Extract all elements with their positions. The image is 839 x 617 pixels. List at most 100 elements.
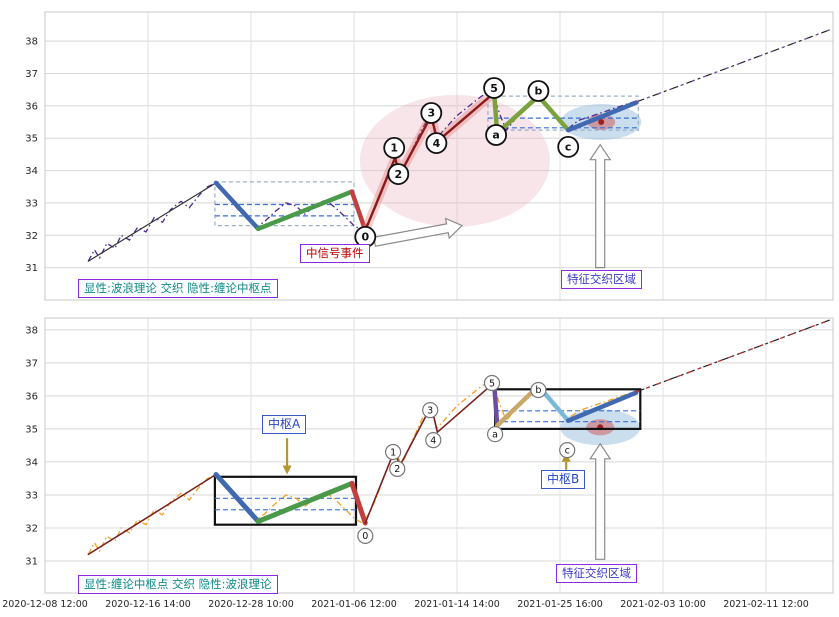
x-tick-label: 2021-02-11 12:00: [723, 599, 809, 610]
legend-bottom-text: 显性:缠论中枢点 交织 隐性:波浪理论: [84, 577, 272, 591]
y-tick-label: 31: [25, 557, 38, 568]
projection: [635, 29, 831, 103]
wave-marker-label: 5: [490, 82, 498, 95]
x-tick-label: 2020-12-16 14:00: [105, 599, 191, 610]
wave-marker-label: c: [565, 445, 570, 456]
wave-marker-label: a: [492, 129, 499, 142]
central-zone-box: [214, 181, 355, 227]
y-tick-label: 31: [25, 263, 38, 274]
y-tick-label: 38: [25, 325, 38, 336]
wave-marker-circle: [483, 77, 506, 99]
projection: [635, 319, 831, 393]
wave-marker-circle: [389, 460, 406, 477]
wave-marker-label: c: [565, 141, 572, 154]
wave-marker-circle: [385, 443, 402, 461]
signal-event-text: 中信号事件: [306, 246, 364, 260]
feature-zone-top-text: 特征交织区域: [567, 272, 636, 286]
up-blue-2: [565, 390, 639, 423]
central-a-text: 中枢A: [268, 417, 301, 431]
feature-zone-top-label: 特征交织区域: [561, 270, 642, 289]
central-b-text: 中枢B: [547, 472, 580, 486]
plot-border: [44, 11, 834, 301]
wave-marker-circle: [483, 374, 501, 392]
y-tick-label: 35: [25, 424, 38, 435]
y-tick-label: 36: [25, 101, 38, 112]
wave-marker-circle: [485, 124, 508, 146]
down-red: [349, 189, 368, 233]
wave-marker-circle: [530, 381, 547, 399]
feature-zone-bottom-label: 特征交织区域: [556, 564, 637, 583]
wave-marker-circle: [559, 442, 576, 459]
wave-marker-label: a: [492, 429, 498, 440]
y-tick-label: 36: [25, 391, 38, 402]
legend-bottom-label: 显性:缠论中枢点 交织 隐性:波浪理论: [78, 575, 278, 594]
wave-marker-circle: [387, 163, 410, 186]
y-tick-label: 37: [25, 69, 38, 80]
legend-top-text: 显性:波浪理论 交织 隐性:缠论中枢点: [84, 281, 272, 295]
wave-marker-label: 4: [430, 435, 436, 446]
down-blue: [213, 180, 261, 232]
wave-marker-label: b: [535, 385, 541, 396]
y-tick-label: 37: [25, 358, 38, 369]
x-tick-label: 2020-12-08 12:00: [2, 599, 88, 610]
abc-olive: [491, 90, 571, 136]
projection-overlay: [635, 319, 831, 393]
wave-line: [364, 381, 495, 524]
wave-marker-circle: [357, 527, 374, 545]
x-tick-label: 2021-01-14 14:00: [414, 599, 500, 610]
wave-marker-circle: [557, 135, 580, 158]
y-tick-label: 34: [25, 166, 38, 177]
up-green: [255, 189, 355, 232]
y-tick-label: 34: [25, 457, 38, 468]
up-blue-2: [565, 100, 639, 133]
feature-zone-bottom-text: 特征交织区域: [562, 566, 631, 580]
wave-marker-circle: [383, 136, 406, 159]
wave-marker-label: 0: [361, 231, 369, 244]
wave-marker-label: 1: [390, 142, 398, 155]
wave-marker-label: 4: [433, 137, 441, 150]
highlight-pink: [359, 94, 550, 227]
wave-marker-circle: [425, 432, 442, 449]
trend-up-1: [87, 473, 217, 556]
hollow-arrow: [589, 143, 612, 269]
wave-marker-label: 2: [394, 464, 400, 475]
wave-marker-circle: [487, 426, 504, 443]
central-b-label: 中枢B: [541, 470, 586, 489]
down-red: [349, 480, 368, 526]
wave-marker-circle: [420, 102, 443, 124]
wave-marker-label: 2: [394, 168, 402, 181]
arrow-head: [282, 465, 292, 475]
wave-marker-label: b: [534, 85, 542, 98]
wave-marker-label: 0: [362, 531, 368, 542]
wave-marker-circle: [425, 132, 448, 155]
red-dot: [598, 119, 605, 125]
up-green: [255, 480, 355, 524]
y-tick-label: 35: [25, 134, 38, 145]
y-tick-label: 32: [25, 231, 38, 242]
x-tick-label: 2021-02-03 10:00: [620, 599, 706, 610]
legend-top-label: 显性:波浪理论 交织 隐性:缠论中枢点: [78, 279, 278, 298]
signal-event-label: 中信号事件: [300, 244, 370, 263]
wave-marker-label: 3: [427, 405, 433, 416]
wave-marker-label: 3: [427, 107, 435, 120]
central-zone-box: [487, 95, 639, 131]
y-tick-label: 33: [25, 491, 38, 502]
down-blue: [213, 472, 261, 524]
x-tick-label: 2021-01-25 16:00: [517, 599, 603, 610]
y-tick-label: 33: [25, 198, 38, 209]
x-tick-label: 2020-12-28 10:00: [208, 599, 294, 610]
trend-up-1: [87, 182, 217, 262]
hollow-arrow: [373, 217, 464, 247]
wave-marker-circle: [422, 402, 439, 419]
y-tick-label: 38: [25, 37, 38, 48]
x-tick-label: 2021-01-06 12:00: [311, 599, 397, 610]
central-a-label: 中枢A: [262, 415, 307, 434]
y-tick-label: 32: [25, 524, 38, 535]
wave-marker-label: 5: [489, 378, 495, 389]
wave-marker-circle: [527, 80, 550, 102]
plot-border: [44, 317, 834, 594]
